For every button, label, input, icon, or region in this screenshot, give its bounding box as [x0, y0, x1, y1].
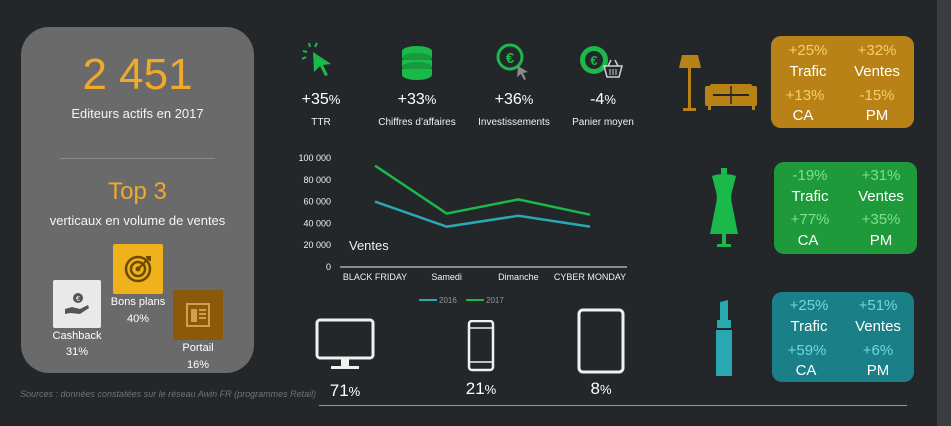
bons-plans-label: Bons plans — [110, 296, 166, 308]
card-divider — [60, 158, 215, 159]
hand-coin-icon: € — [53, 280, 101, 328]
sales-line-chart: 100 000 80 000 60 000 40 000 20 000 0 BLACK F… — [298, 153, 627, 305]
stat-beauty-pm: +6% — [862, 342, 894, 359]
stat-box-home — [771, 36, 914, 128]
stat-fashion-ventes-label: Ventes — [858, 188, 904, 205]
stat-home-ventes-label: Ventes — [854, 63, 900, 80]
stat-box-beauty — [772, 292, 914, 382]
kpi-label-investissements: Investissements — [478, 117, 550, 128]
stat-fashion-pm: +35% — [861, 211, 901, 228]
y-tick-label: 100 000 — [298, 153, 331, 163]
euro-coin-click-icon: € — [494, 42, 534, 82]
stat-fashion-ca-label: CA — [797, 232, 819, 249]
chart-title: Ventes — [349, 238, 389, 253]
stat-home-trafic-label: Trafic — [789, 63, 827, 80]
stat-home-trafic: +25% — [788, 42, 828, 59]
y-tick-label: 20 000 — [303, 240, 331, 250]
svg-text:€: € — [506, 50, 515, 67]
stat-beauty-pm-label: PM — [866, 362, 890, 379]
stat-home-ca-label: CA — [792, 107, 814, 124]
stat-beauty-ventes: +51% — [858, 297, 898, 314]
stat-fashion-trafic-label: Trafic — [791, 188, 829, 205]
y-tick-label: 0 — [326, 262, 331, 272]
kpi-label-panier: Panier moyen — [572, 117, 634, 128]
stat-home-pm-label: PM — [865, 107, 889, 124]
stat-home-ca: +13% — [785, 87, 825, 104]
bons-plans-value: 40% — [126, 313, 150, 325]
y-tick-label: 80 000 — [303, 175, 331, 185]
kpi-value-ttr: +35% — [301, 91, 341, 108]
coins-stack-icon — [397, 42, 437, 82]
stat-box-fashion — [774, 162, 917, 254]
legend-label-2017: 2017 — [486, 296, 504, 305]
stat-fashion-pm-label: PM — [869, 232, 893, 249]
portail-value: 16% — [186, 359, 210, 371]
series-line-2016 — [374, 200, 591, 228]
stat-fashion-trafic: -19% — [792, 167, 828, 184]
target-icon — [113, 244, 163, 294]
kpi-value-investissements: +36% — [494, 91, 534, 108]
x-tick-label: CYBER MONDAY — [554, 272, 626, 282]
x-tick-label: Samedi — [431, 272, 462, 282]
x-tick-label: Dimanche — [498, 272, 539, 282]
series-line-2017 — [374, 164, 591, 216]
legend-label-2016: 2016 — [439, 296, 457, 305]
home-lamp-sofa-icon — [678, 52, 758, 116]
dress-mannequin-icon — [704, 168, 744, 248]
kpi-value-ca: +33% — [397, 91, 437, 108]
y-tick-label: 40 000 — [303, 218, 331, 228]
euro-basket-icon: € — [578, 42, 623, 82]
stat-home-ventes: +32% — [857, 42, 897, 59]
svg-text:€: € — [76, 296, 80, 303]
tablet-icon — [577, 308, 625, 374]
kpi-value-panier: -4% — [590, 91, 616, 108]
bottom-divider — [319, 405, 907, 406]
tablet-share: 8% — [590, 379, 612, 398]
stat-fashion-ventes: +31% — [861, 167, 901, 184]
cursor-click-icon — [301, 42, 341, 82]
desktop-share: 71% — [329, 381, 361, 400]
stat-beauty-trafic-label: Trafic — [790, 318, 828, 335]
smartphone-share: 21% — [465, 379, 497, 398]
svg-text:€: € — [590, 53, 597, 68]
source-note: Sources : données constatées sur le rése… — [20, 389, 317, 399]
lipstick-icon — [712, 300, 736, 378]
kpi-label-ca: Chiffres d’affaires — [378, 117, 456, 128]
portail-label: Portail — [182, 342, 214, 354]
stat-beauty-trafic: +25% — [789, 297, 829, 314]
active-publishers-count: 2 451 — [82, 50, 193, 99]
cashback-label: Cashback — [52, 330, 102, 342]
desktop-icon — [315, 318, 375, 372]
cashback-value: 31% — [65, 346, 89, 358]
kpi-label-ttr: TTR — [311, 117, 331, 128]
top3-subtitle: verticaux en volume de ventes — [49, 213, 226, 228]
stat-beauty-ca-label: CA — [795, 362, 817, 379]
stat-fashion-ca: +77% — [790, 211, 830, 228]
x-tick-label: BLACK FRIDAY — [343, 272, 407, 282]
right-edge-strip — [937, 0, 951, 426]
stat-home-pm: -15% — [859, 87, 895, 104]
smartphone-icon — [467, 319, 495, 372]
active-publishers-label: Editeurs actifs en 2017 — [71, 106, 204, 121]
stat-beauty-ca: +59% — [787, 342, 827, 359]
portal-icon — [173, 290, 223, 340]
stat-beauty-ventes-label: Ventes — [855, 318, 901, 335]
top3-title: Top 3 — [108, 178, 167, 205]
y-tick-label: 60 000 — [303, 197, 331, 207]
